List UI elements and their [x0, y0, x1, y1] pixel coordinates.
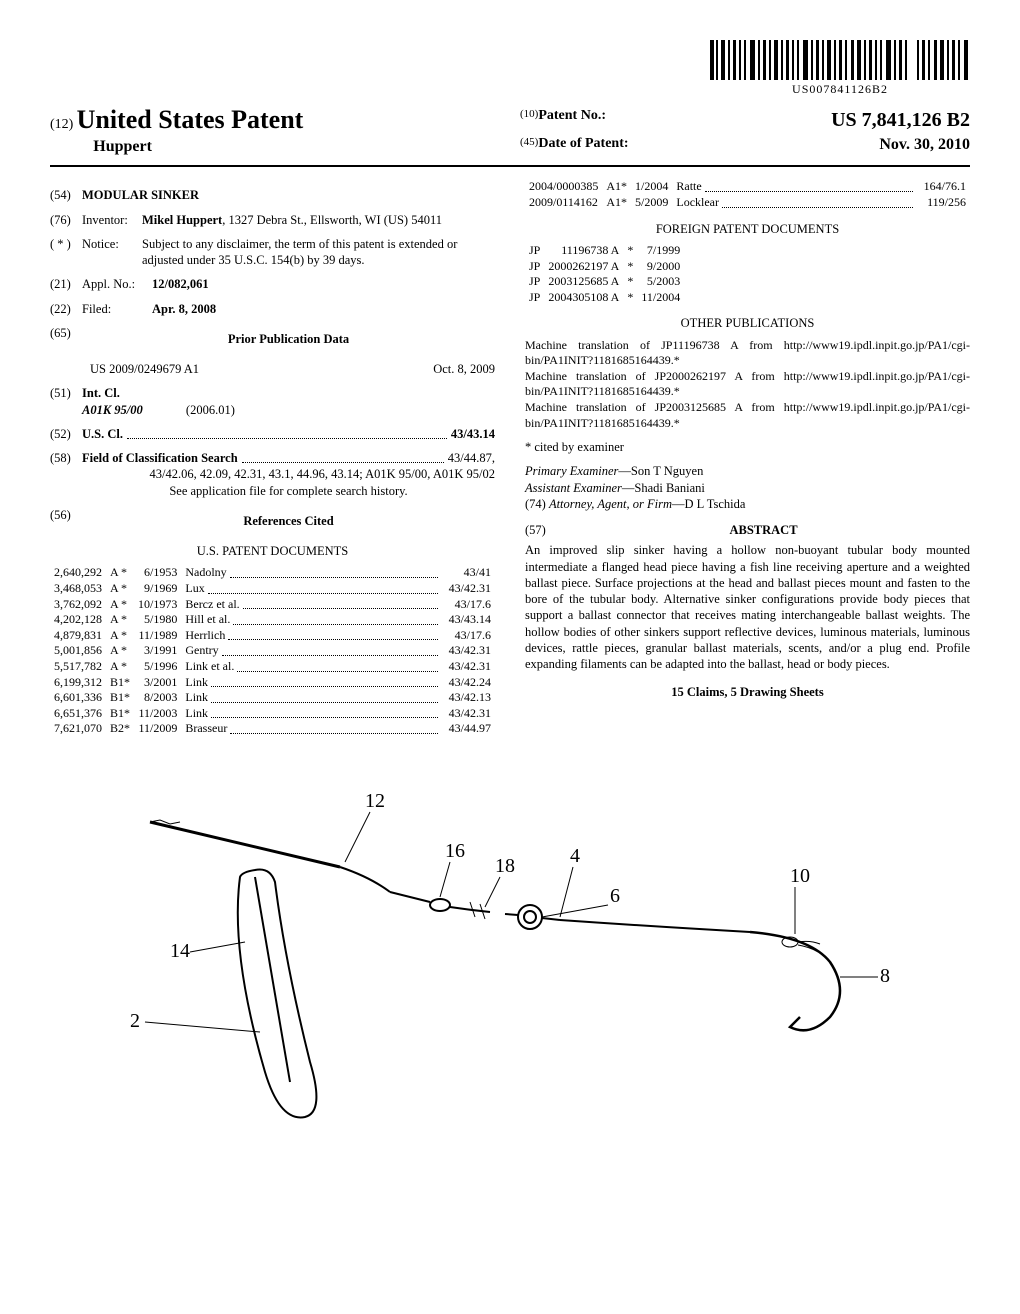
primary-value: —Son T Nguyen [618, 464, 703, 478]
foreign-ref-row: JP2003125685 A*5/2003 [525, 274, 970, 290]
fos-label: Field of Classification Search [82, 450, 238, 466]
ref-code: (56) [50, 507, 82, 535]
foreign-refs-table: JP11196738 A*7/1999JP2000262197 A*9/2000… [525, 243, 970, 305]
attorney-label: Attorney, Agent, or Firm [549, 497, 672, 511]
ref-row: 2004/0000385A1*1/2004Ratte164/76.1 [525, 179, 970, 195]
barcode-text: US007841126B2 [710, 82, 970, 98]
filed-value: Apr. 8, 2008 [152, 301, 495, 317]
other-pub-item: Machine translation of JP2003125685 A fr… [525, 400, 970, 431]
uscl-code: (52) [50, 426, 82, 442]
other-pub-item: Machine translation of JP11196738 A from… [525, 338, 970, 369]
fig-label-12: 12 [365, 790, 385, 812]
foreign-title: FOREIGN PATENT DOCUMENTS [525, 221, 970, 237]
left-column: (54) MODULAR SINKER (76) Inventor: Mikel… [50, 179, 495, 737]
other-pubs-list: Machine translation of JP11196738 A from… [525, 338, 970, 432]
fig-label-2: 2 [130, 1010, 140, 1032]
notice-text: Subject to any disclaimer, the term of t… [142, 236, 495, 269]
right-column: 2004/0000385A1*1/2004Ratte164/76.12009/0… [525, 179, 970, 737]
more-us-refs-table: 2004/0000385A1*1/2004Ratte164/76.12009/0… [525, 179, 970, 210]
abstract-title: ABSTRACT [557, 522, 970, 538]
intcl-code: (51) [50, 385, 82, 418]
fig-label-18: 18 [495, 855, 515, 877]
header-prefix: (12) [50, 117, 73, 132]
foreign-ref-row: JP2000262197 A*9/2000 [525, 259, 970, 275]
fig-label-14: 14 [170, 940, 190, 962]
ref-row: 3,468,053A *9/1969Lux43/42.31 [50, 581, 495, 597]
patno-code: (10) [520, 107, 538, 133]
fig-label-4: 4 [570, 845, 580, 867]
inventor-name: Mikel Huppert [142, 213, 222, 227]
abstract-text: An improved slip sinker having a hollow … [525, 542, 970, 672]
prior-date: Oct. 8, 2009 [433, 361, 495, 377]
foreign-ref-row: JP2004305108 A*11/2004 [525, 290, 970, 306]
cited-note: * cited by examiner [525, 439, 970, 455]
fos-lead: 43/44.87, [448, 450, 495, 466]
notice-code: ( * ) [50, 236, 82, 269]
ref-row: 5,001,856A *3/1991Gentry43/42.31 [50, 643, 495, 659]
uscl-label: U.S. Cl. [82, 426, 123, 442]
ref-row: 6,651,376B1*11/2003Link43/42.31 [50, 706, 495, 722]
claims-sheets: 15 Claims, 5 Drawing Sheets [525, 684, 970, 700]
intcl-class: A01K 95/00 [82, 403, 143, 417]
abstract-code: (57) [525, 522, 557, 538]
primary-label: Primary Examiner [525, 464, 618, 478]
ref-title: References Cited [82, 513, 495, 529]
ref-row: 3,762,092A *10/1973Bercz et al.43/17.6 [50, 597, 495, 613]
assistant-label: Assistant Examiner [525, 481, 622, 495]
us-refs-table: 2,640,292A *6/1953Nadolny43/413,468,053A… [50, 565, 495, 737]
other-pubs-title: OTHER PUBLICATIONS [525, 315, 970, 331]
fig-label-10: 10 [790, 865, 810, 887]
assistant-value: —Shadi Baniani [622, 481, 705, 495]
prior-title: Prior Publication Data [82, 331, 495, 347]
ref-row: 2,640,292A *6/1953Nadolny43/41 [50, 565, 495, 581]
attorney-value: —D L Tschida [672, 497, 745, 511]
inventor-addr: , 1327 Debra St., Ellsworth, WI (US) 540… [222, 213, 442, 227]
ref-row: 6,199,312B1*3/2001Link43/42.24 [50, 675, 495, 691]
ref-row: 5,517,782A *5/1996Link et al.43/42.31 [50, 659, 495, 675]
ref-row: 4,879,831A *11/1989Herrlich43/17.6 [50, 628, 495, 644]
header-row: (12) United States Patent Huppert (10) P… [50, 103, 970, 168]
attorney-code: (74) [525, 497, 546, 511]
fig-label-6: 6 [610, 885, 620, 907]
fos-note: See application file for complete search… [169, 484, 407, 498]
barcode-block: US007841126B2 [50, 40, 970, 98]
fos-code: (58) [50, 450, 82, 466]
ref-row: 4,202,128A *5/1980Hill et al.43/43.14 [50, 612, 495, 628]
barcode: US007841126B2 [710, 40, 970, 98]
header-inventor: Huppert [93, 138, 152, 155]
intcl-label: Int. Cl. [82, 386, 120, 400]
date-value: Nov. 30, 2010 [698, 135, 970, 156]
foreign-ref-row: JP11196738 A*7/1999 [525, 243, 970, 259]
patent-figure: 12 14 2 16 18 4 6 10 8 [50, 762, 970, 1147]
uscl-value: 43/43.14 [451, 426, 495, 442]
date-label: Date of Patent: [538, 136, 628, 151]
intcl-year: (2006.01) [186, 403, 235, 417]
ref-row: 2009/0114162A1*5/2009Locklear119/256 [525, 195, 970, 211]
fig-label-8: 8 [880, 965, 890, 987]
fos-values: 43/42.06, 42.09, 42.31, 43.1, 44.96, 43.… [150, 467, 496, 481]
title-code: (54) [50, 187, 82, 203]
patno-label: Patent No.: [538, 108, 606, 123]
prior-code: (65) [50, 325, 82, 353]
patno-value: US 7,841,126 B2 [698, 107, 970, 133]
ref-row: 7,621,070B2*11/2009Brasseur43/44.97 [50, 721, 495, 737]
filed-code: (22) [50, 301, 82, 317]
filed-label: Filed: [82, 301, 152, 317]
inventor-label: Inventor: [82, 212, 142, 228]
notice-label: Notice: [82, 236, 142, 269]
inventor-code: (76) [50, 212, 82, 228]
date-code: (45) [520, 135, 538, 156]
appl-label: Appl. No.: [82, 276, 152, 292]
us-docs-title: U.S. PATENT DOCUMENTS [50, 543, 495, 559]
prior-pub: US 2009/0249679 A1 [90, 361, 433, 377]
ref-row: 6,601,336B1*8/2003Link43/42.13 [50, 690, 495, 706]
other-pub-item: Machine translation of JP2000262197 A fr… [525, 369, 970, 400]
header-title: United States Patent [77, 105, 304, 134]
appl-value: 12/082,061 [152, 276, 495, 292]
appl-code: (21) [50, 276, 82, 292]
fig-label-16: 16 [445, 840, 465, 862]
invention-title: MODULAR SINKER [82, 187, 495, 203]
